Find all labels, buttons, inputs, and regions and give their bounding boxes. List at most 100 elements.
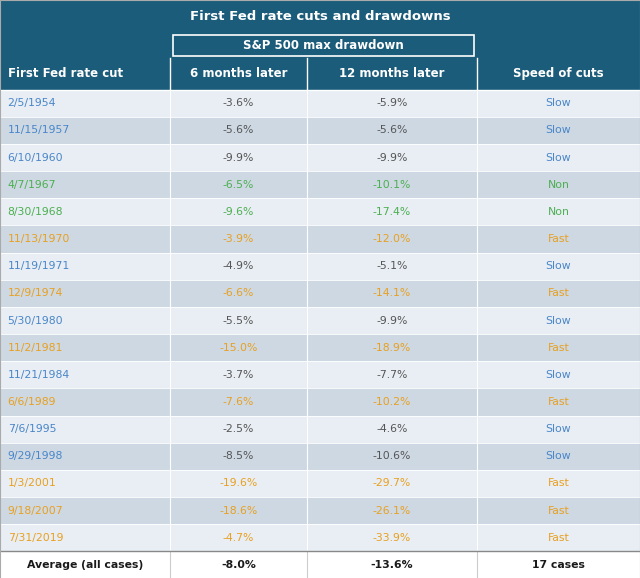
Bar [0, 416, 640, 443]
Text: 6/6/1989: 6/6/1989 [8, 397, 56, 407]
Text: -5.9%: -5.9% [376, 98, 408, 108]
Text: Slow: Slow [545, 261, 572, 271]
Text: -9.6%: -9.6% [223, 207, 254, 217]
Text: -7.6%: -7.6% [223, 397, 254, 407]
Text: -10.2%: -10.2% [373, 397, 411, 407]
Bar [0, 90, 640, 117]
Text: 11/2/1981: 11/2/1981 [8, 343, 63, 353]
Text: Slow: Slow [545, 424, 572, 434]
Text: -3.9%: -3.9% [223, 234, 254, 244]
FancyBboxPatch shape [173, 35, 474, 56]
Text: -4.6%: -4.6% [376, 424, 408, 434]
Text: -10.1%: -10.1% [373, 180, 411, 190]
Text: 12/9/1974: 12/9/1974 [8, 288, 63, 298]
Text: First Fed rate cut: First Fed rate cut [8, 67, 123, 80]
Text: -12.0%: -12.0% [373, 234, 411, 244]
Text: 6 months later: 6 months later [189, 67, 287, 80]
Text: Fast: Fast [548, 506, 569, 516]
Text: -33.9%: -33.9% [373, 533, 411, 543]
Text: -7.7%: -7.7% [376, 370, 408, 380]
Bar [0, 388, 640, 416]
Bar [0, 0, 640, 33]
Bar [0, 361, 640, 388]
Bar [0, 225, 640, 253]
Bar [0, 307, 640, 334]
Text: 11/15/1957: 11/15/1957 [8, 125, 70, 135]
Text: Slow: Slow [545, 370, 572, 380]
Text: -18.9%: -18.9% [373, 343, 411, 353]
Bar [0, 144, 640, 171]
Text: -4.9%: -4.9% [223, 261, 254, 271]
Text: Fast: Fast [548, 343, 569, 353]
Text: -4.7%: -4.7% [223, 533, 254, 543]
Text: Slow: Slow [545, 98, 572, 108]
Text: -5.6%: -5.6% [376, 125, 408, 135]
Bar [0, 524, 640, 551]
Text: -6.6%: -6.6% [223, 288, 254, 298]
Bar [0, 33, 640, 58]
Text: Slow: Slow [545, 451, 572, 461]
Text: 12 months later: 12 months later [339, 67, 445, 80]
Bar [0, 551, 640, 578]
Text: 7/31/2019: 7/31/2019 [8, 533, 63, 543]
Bar [0, 334, 640, 361]
Bar [0, 280, 640, 307]
Text: -19.6%: -19.6% [220, 479, 257, 488]
Text: -9.9%: -9.9% [376, 316, 408, 325]
Text: 9/29/1998: 9/29/1998 [8, 451, 63, 461]
Text: Fast: Fast [548, 479, 569, 488]
Text: 11/19/1971: 11/19/1971 [8, 261, 70, 271]
Text: 17 cases: 17 cases [532, 560, 585, 570]
Bar [0, 253, 640, 280]
Bar [0, 470, 640, 497]
Text: 2/5/1954: 2/5/1954 [8, 98, 56, 108]
Text: 9/18/2007: 9/18/2007 [8, 506, 63, 516]
Text: -5.6%: -5.6% [223, 125, 254, 135]
Text: Speed of cuts: Speed of cuts [513, 67, 604, 80]
Text: Non: Non [547, 180, 570, 190]
Text: Slow: Slow [545, 316, 572, 325]
Bar [0, 443, 640, 470]
Text: -3.7%: -3.7% [223, 370, 254, 380]
Text: 4/7/1967: 4/7/1967 [8, 180, 56, 190]
Text: -3.6%: -3.6% [223, 98, 254, 108]
Text: -9.9%: -9.9% [223, 153, 254, 162]
Text: 6/10/1960: 6/10/1960 [8, 153, 63, 162]
Text: -9.9%: -9.9% [376, 153, 408, 162]
Text: 11/13/1970: 11/13/1970 [8, 234, 70, 244]
Text: -18.6%: -18.6% [220, 506, 257, 516]
Text: -2.5%: -2.5% [223, 424, 254, 434]
Text: 1/3/2001: 1/3/2001 [8, 479, 56, 488]
Text: -10.6%: -10.6% [373, 451, 411, 461]
Text: -13.6%: -13.6% [371, 560, 413, 570]
Text: -8.0%: -8.0% [221, 560, 256, 570]
Text: Fast: Fast [548, 397, 569, 407]
Text: Slow: Slow [545, 153, 572, 162]
Bar [0, 117, 640, 144]
Text: 8/30/1968: 8/30/1968 [8, 207, 63, 217]
Text: S&P 500 max drawdown: S&P 500 max drawdown [243, 39, 404, 52]
Bar [0, 171, 640, 198]
Text: Slow: Slow [545, 125, 572, 135]
Bar [0, 497, 640, 524]
Text: -5.1%: -5.1% [376, 261, 408, 271]
Text: -17.4%: -17.4% [373, 207, 411, 217]
Text: 7/6/1995: 7/6/1995 [8, 424, 56, 434]
Text: -8.5%: -8.5% [223, 451, 254, 461]
Text: -26.1%: -26.1% [373, 506, 411, 516]
Text: -5.5%: -5.5% [223, 316, 254, 325]
Text: 5/30/1980: 5/30/1980 [8, 316, 63, 325]
Text: -6.5%: -6.5% [223, 180, 254, 190]
Text: -15.0%: -15.0% [220, 343, 257, 353]
Text: 11/21/1984: 11/21/1984 [8, 370, 70, 380]
Bar [0, 198, 640, 225]
Text: Fast: Fast [548, 288, 569, 298]
Text: Fast: Fast [548, 533, 569, 543]
Text: -14.1%: -14.1% [373, 288, 411, 298]
Text: Average (all cases): Average (all cases) [27, 560, 143, 570]
Text: -29.7%: -29.7% [373, 479, 411, 488]
Text: Non: Non [547, 207, 570, 217]
Text: First Fed rate cuts and drawdowns: First Fed rate cuts and drawdowns [189, 10, 451, 23]
Bar [0, 58, 640, 90]
Text: Fast: Fast [548, 234, 569, 244]
